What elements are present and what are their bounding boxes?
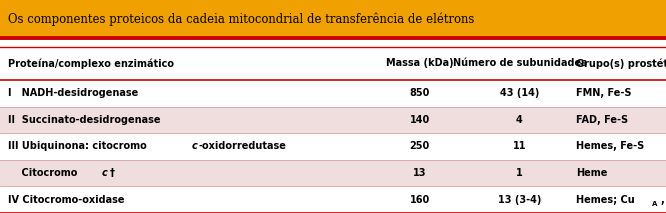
FancyBboxPatch shape: [0, 0, 666, 38]
Text: Hemes; Cu: Hemes; Cu: [576, 195, 635, 205]
FancyBboxPatch shape: [0, 160, 666, 186]
Text: IV Citocromo-oxidase: IV Citocromo-oxidase: [8, 195, 125, 205]
Text: 11: 11: [513, 141, 526, 151]
Text: A: A: [652, 201, 657, 207]
FancyBboxPatch shape: [0, 133, 666, 160]
Text: Os componentes proteicos da cadeia mitocondrial de transferência de elétrons: Os componentes proteicos da cadeia mitoc…: [8, 12, 474, 26]
Text: I   NADH-desidrogenase: I NADH-desidrogenase: [8, 88, 139, 98]
Text: 850: 850: [410, 88, 430, 98]
Text: Número de subunidades: Número de subunidades: [452, 58, 587, 68]
Text: III Ubiquinona: citocromo: III Ubiquinona: citocromo: [8, 141, 150, 151]
Text: 140: 140: [410, 115, 430, 125]
Text: 13: 13: [413, 168, 426, 178]
Text: 43 (14): 43 (14): [500, 88, 539, 98]
Text: Hemes, Fe-S: Hemes, Fe-S: [576, 141, 644, 151]
FancyBboxPatch shape: [0, 47, 666, 80]
FancyBboxPatch shape: [0, 80, 666, 106]
Text: Massa (kDa): Massa (kDa): [386, 58, 454, 68]
Text: II  Succinato-desidrogenase: II Succinato-desidrogenase: [8, 115, 161, 125]
Text: 1: 1: [516, 168, 523, 178]
Text: Heme: Heme: [576, 168, 607, 178]
Text: c: c: [191, 141, 197, 151]
Text: 160: 160: [410, 195, 430, 205]
Text: -oxidorredutase: -oxidorredutase: [198, 141, 286, 151]
Text: 250: 250: [410, 141, 430, 151]
Text: FMN, Fe-S: FMN, Fe-S: [576, 88, 631, 98]
FancyBboxPatch shape: [0, 106, 666, 133]
Text: , Cu: , Cu: [661, 195, 666, 205]
Text: c: c: [102, 168, 108, 178]
Text: †: †: [109, 168, 114, 178]
FancyBboxPatch shape: [0, 186, 666, 213]
Text: Grupo(s) prostético(s): Grupo(s) prostético(s): [576, 58, 666, 69]
Text: FAD, Fe-S: FAD, Fe-S: [576, 115, 628, 125]
Text: 4: 4: [516, 115, 523, 125]
Text: 13 (3-4): 13 (3-4): [498, 195, 541, 205]
Text: Proteína/complexo enzimático: Proteína/complexo enzimático: [8, 58, 174, 69]
Text: Citocromo: Citocromo: [8, 168, 81, 178]
